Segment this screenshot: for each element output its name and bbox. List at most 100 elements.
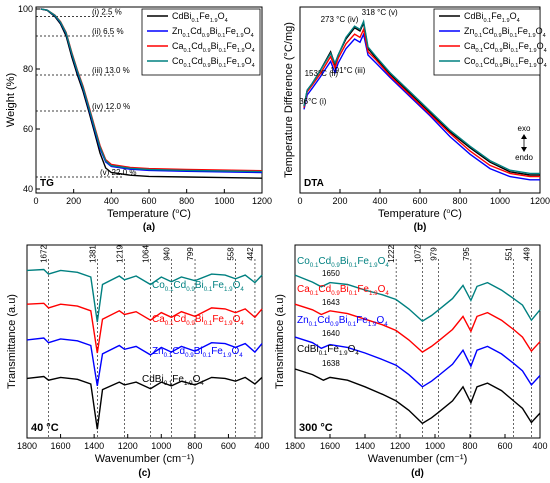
x-tick-label: 0 (297, 196, 302, 206)
formula-part: O (245, 41, 252, 51)
formula-part: O (537, 56, 544, 66)
peak-label: 1638 (322, 359, 340, 368)
step-label: (iv) 12.0 % (92, 102, 130, 111)
formula-part: Cd (318, 284, 331, 295)
x-tick-label: 600 (221, 441, 236, 451)
formula-part: Fe (357, 284, 369, 295)
x-tick-label: 400 (104, 196, 119, 206)
formula-part: 1.9 (369, 262, 378, 269)
formula-part: Ca (152, 314, 165, 325)
formula-part: 0.9 (203, 63, 211, 69)
formula-part: 0.1 (219, 48, 227, 54)
formula-part: 0.1 (348, 321, 357, 328)
panel-caption: (a) (143, 222, 155, 233)
formula-part: 4 (385, 290, 389, 297)
formula-part: O (231, 346, 239, 357)
formula-part: 0.1 (219, 63, 227, 69)
formula-part: O (218, 11, 225, 21)
formula-part: 0.9 (202, 33, 210, 39)
formula-part: 1.9 (529, 63, 537, 69)
x-tick-label: 1800 (17, 441, 37, 451)
reference-line-label: 1222 (387, 245, 396, 263)
formula-part: 4 (252, 48, 255, 54)
y-axis-label: Temperature Difference (°C/mg) (283, 22, 295, 178)
formula-part: O (348, 344, 356, 355)
formula-part: Fe (226, 56, 237, 66)
formula-part: O (537, 41, 544, 51)
formula-part: 0.1 (510, 33, 518, 39)
reference-line-label: 1064 (142, 245, 151, 263)
formula-part: Bi (195, 314, 204, 325)
formula-part: Fe (518, 56, 529, 66)
y-tick-label: 40 (23, 184, 33, 194)
panel-caption: (d) (411, 468, 424, 479)
reference-line-label: 1381 (88, 245, 97, 263)
series-line-ca (26, 302, 263, 354)
formula-part: Fe (356, 315, 368, 326)
formula-part: Fe (211, 346, 223, 357)
formula-part: CdBi (142, 374, 164, 385)
panel-caption: (c) (138, 468, 150, 479)
formula-part: O (193, 374, 201, 385)
formula-part: Bi (503, 41, 511, 51)
peak-label: 1650 (322, 269, 340, 278)
x-axis-label: Temperature (oC) (378, 208, 462, 220)
y-tick-label: 60 (23, 124, 33, 134)
x-tick-label: 600 (497, 441, 512, 451)
series-label-ca: Ca0.1Cd0.9Bi0.1Fe1.9O4 (152, 314, 244, 327)
reference-line-label: 1072 (413, 245, 422, 263)
formula-part: Cd (173, 314, 186, 325)
formula-part: O (378, 284, 386, 295)
x-tick-label: 1600 (320, 441, 340, 451)
series-label-co: Co0.1Cd0.9Bi0.1Fe1.9O4 (297, 256, 389, 269)
formula-part: 0.9 (494, 33, 502, 39)
formula-part: O (510, 11, 517, 21)
series-line-ca (294, 303, 541, 353)
formula-part: Fe (491, 11, 502, 21)
formula-part: Bi (339, 315, 348, 326)
step-label: (iii) 13.0 % (92, 66, 130, 75)
formula-part: Bi (340, 284, 349, 295)
formula-part: Bi (210, 26, 218, 36)
formula-part: 1.9 (237, 63, 245, 69)
x-tick-label: 1000 (151, 441, 171, 451)
formula-part: Zn (464, 26, 475, 36)
formula-part: 0.1 (319, 350, 328, 357)
formula-part: Ca (297, 284, 310, 295)
series-label-cdbi: CdBi0.1Fe1.9O4 (142, 374, 204, 387)
series-label-zn: Zn0.1Cd0.9Bi0.1Fe1.9O4 (297, 315, 388, 328)
x-tick-label: 800 (462, 441, 477, 451)
step-label: (i) 2.5 % (92, 8, 122, 17)
panel-caption: (b) (414, 222, 427, 233)
reference-line-label: 799 (186, 247, 195, 261)
corner-label: TG (40, 178, 54, 189)
panel-ftir-300c-chart: 1800 1600 1400 1200 1000 800 600 400 1222 1072 979… (274, 244, 548, 479)
legend-entry-cdbi: CdBi0.1Fe1.9O4 (172, 11, 228, 24)
y-axis-label: Transmittance (a.u) (274, 294, 286, 389)
x-tick-label: 1200 (530, 196, 550, 206)
series-line-zn (294, 336, 541, 388)
formula-part: 0.1 (309, 321, 318, 328)
formula-part: 0.9 (186, 286, 195, 293)
formula-part: Cd (190, 26, 202, 36)
peak-label: 1643 (322, 298, 340, 307)
dta-peak-label: 191°C (iii) (330, 66, 366, 75)
formula-part: Zn (152, 346, 164, 357)
formula-part: 0.1 (349, 262, 358, 269)
formula-part: Fe (199, 11, 210, 21)
legend-entry-co: Co0.1Cd0.9Bi0.1Fe1.9O4 (464, 56, 547, 69)
y-tick-label: 80 (23, 64, 33, 74)
formula-part: 0.1 (475, 33, 483, 39)
x-tick-label: 1200 (118, 441, 138, 451)
formula-part: Ca (172, 41, 184, 51)
x-tick-label: 1600 (51, 441, 71, 451)
label-part: C) (179, 208, 191, 220)
formula-part: 0.1 (204, 320, 213, 327)
formula-part: 1.9 (368, 321, 377, 328)
legend-entry-co: Co0.1Cd0.9Bi0.1Fe1.9O4 (172, 56, 255, 69)
formula-part: Bi (194, 346, 203, 357)
formula-part: 4 (225, 18, 228, 24)
formula-part: Fe (327, 344, 339, 355)
reference-line-label: 940 (162, 247, 171, 261)
formula-part: 0.1 (476, 63, 484, 69)
